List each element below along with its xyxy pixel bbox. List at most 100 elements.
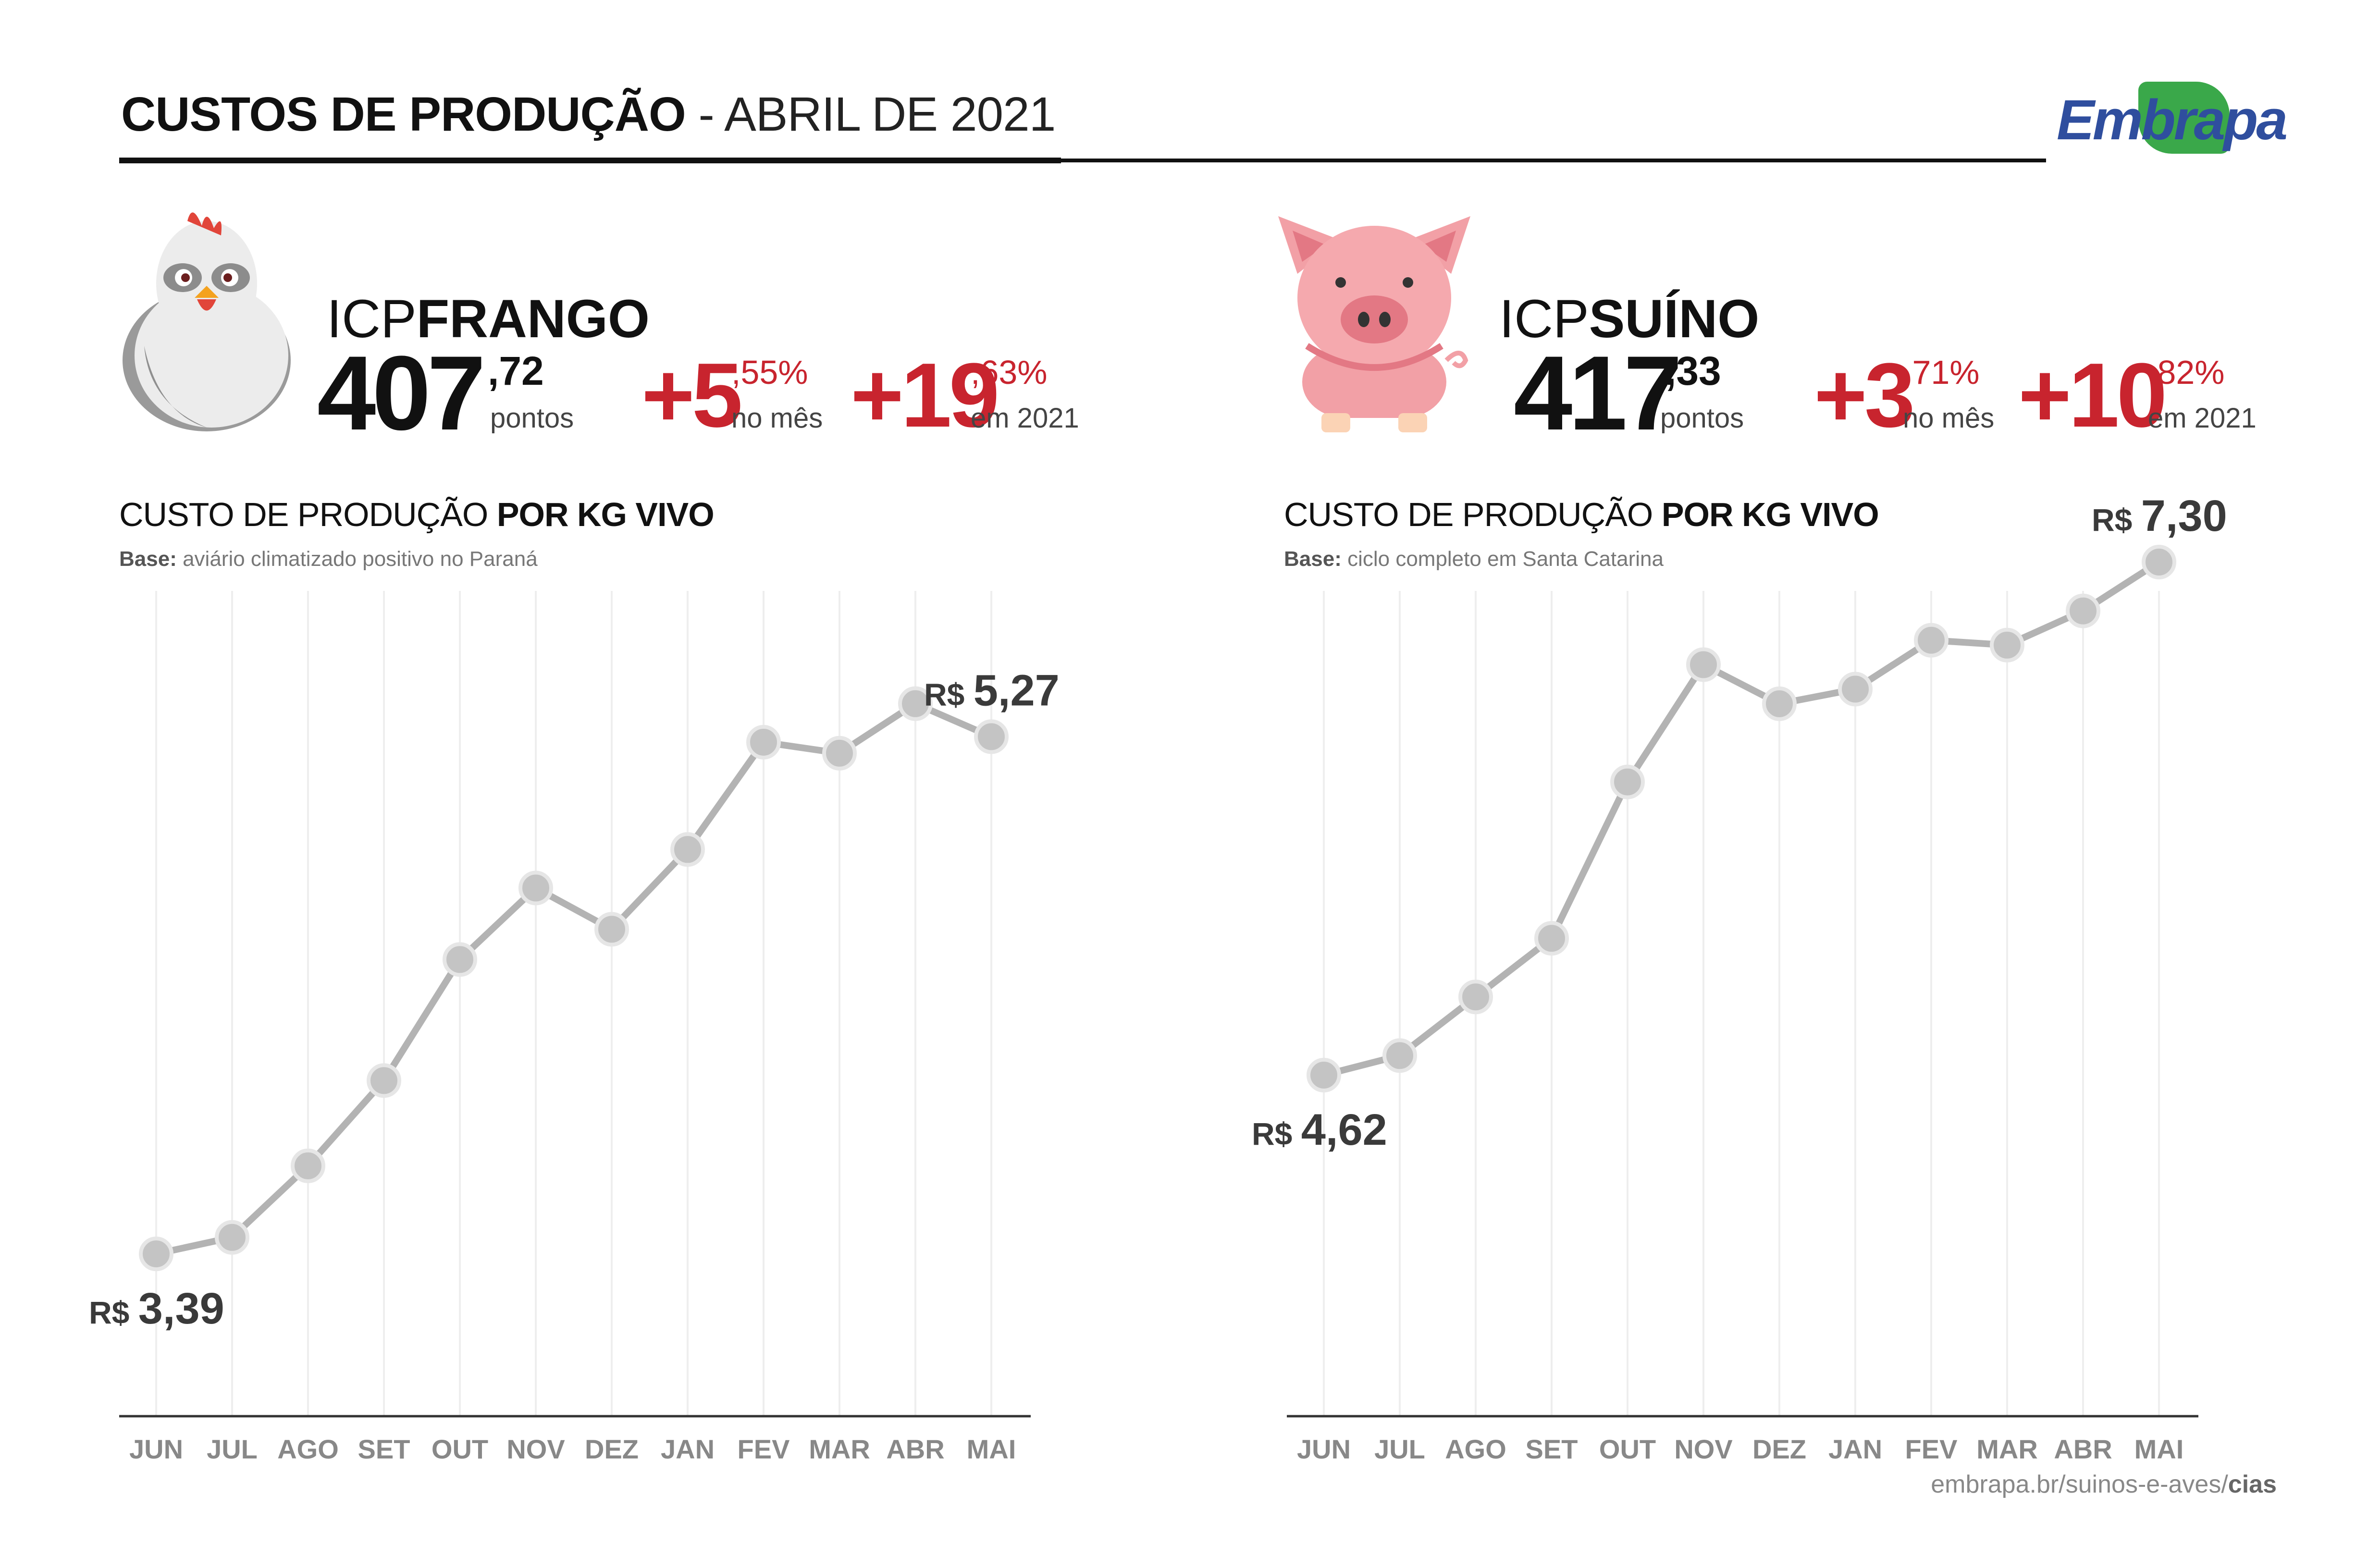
footer-url: embrapa.br/suinos-e-aves/cias — [1931, 1470, 2277, 1499]
icp-suino-value-int: 417 — [1514, 334, 1682, 452]
frango-month-change-label: no mês — [731, 403, 823, 434]
first-value-number: 4,62 — [1301, 1105, 1387, 1154]
data-point-fev — [746, 724, 781, 760]
suino-month-change-dec: ,71% — [1903, 354, 1980, 391]
embrapa-logo: Embrapa — [2057, 82, 2288, 163]
x-tick-label-dez: DEZ — [585, 1434, 639, 1464]
data-point-out — [1610, 764, 1645, 799]
suino-year-change-label: em 2021 — [2148, 403, 2257, 434]
frango-chart-base: Base: aviário climatizado positivo no Pa… — [119, 549, 538, 570]
page-title-bold: CUSTOS DE PRODUÇÃO — [121, 87, 686, 141]
first-value-prefix: R$ — [89, 1295, 138, 1330]
data-point-abr — [898, 686, 933, 721]
base-text: aviário climatizado positivo no Paraná — [176, 547, 538, 571]
base-label: Base: — [119, 547, 177, 571]
icp-suino-name: ICPSUÍNO — [1499, 292, 1759, 346]
x-tick-label-fev: FEV — [738, 1434, 790, 1464]
data-point-jun — [139, 1237, 173, 1272]
data-point-jan — [1838, 672, 1873, 707]
footer-url-pre: embrapa.br/suinos-e-aves/ — [1931, 1470, 2228, 1498]
base-text: ciclo completo em Santa Catarina — [1341, 547, 1664, 571]
frango-year-change-dec: ,63% — [971, 354, 1048, 391]
data-point-jan — [670, 832, 705, 867]
x-tick-label-out: OUT — [1599, 1434, 1656, 1464]
last-value-number: 5,27 — [974, 666, 1060, 715]
x-tick-label-jan: JAN — [1828, 1434, 1882, 1464]
data-point-dez — [594, 912, 629, 947]
suino-month-change-label: no mês — [1903, 403, 1995, 434]
footer-url-bold: cias — [2228, 1470, 2277, 1498]
chart-title-pre: CUSTO DE PRODUÇÃO — [119, 496, 497, 533]
data-point-out — [443, 942, 477, 977]
x-tick-label-jul: JUL — [207, 1434, 258, 1464]
suino-chart-base: Base: ciclo completo em Santa Catarina — [1284, 549, 1664, 570]
data-point-set — [367, 1063, 401, 1098]
data-point-mar — [822, 735, 857, 771]
last-value-prefix: R$ — [2092, 502, 2141, 538]
last-value-prefix: R$ — [924, 677, 974, 712]
frango-chart-title: CUSTO DE PRODUÇÃO POR KG VIVO — [119, 496, 715, 533]
icp-frango-value-unit: pontos — [490, 403, 574, 434]
suino-month-change-int: +3 — [1814, 344, 1915, 446]
chart-title-pre: CUSTO DE PRODUÇÃO — [1284, 496, 1662, 533]
data-point-jun — [1307, 1058, 1341, 1092]
icp-frango-name: ICPFRANGO — [327, 292, 650, 346]
chart-title-bold: POR KG VIVO — [1661, 496, 1879, 533]
x-tick-label-abr: ABR — [886, 1434, 944, 1464]
pig-icon — [1278, 216, 1470, 432]
x-tick-label-jun: JUN — [1297, 1434, 1351, 1464]
x-tick-label-mai: MAI — [2134, 1434, 2184, 1464]
icp-suino-value-unit: pontos — [1660, 403, 1744, 434]
data-point-ago — [1458, 980, 1493, 1015]
x-tick-label-abr: ABR — [2054, 1434, 2112, 1464]
data-point-jul — [215, 1220, 249, 1255]
icp-prefix: ICP — [1499, 289, 1589, 349]
x-tick-label-ago: AGO — [277, 1434, 339, 1464]
chart-title-bold: POR KG VIVO — [496, 496, 715, 533]
icp-frango-value-int: 407 — [317, 334, 486, 452]
first-value-prefix: R$ — [1252, 1116, 1301, 1152]
data-point-abr — [2066, 593, 2100, 628]
title-underline — [119, 158, 1061, 163]
x-tick-label-set: SET — [358, 1434, 410, 1464]
last-value-label: R$ 5,27 — [924, 666, 1060, 715]
icp-suino-value-dec: ,33 — [1665, 348, 1721, 393]
frango-year-change-label: em 2021 — [971, 403, 1079, 434]
series-line — [1320, 559, 2162, 1078]
x-tick-label-mar: MAR — [1976, 1434, 2038, 1464]
last-value-number: 7,30 — [2141, 491, 2227, 540]
x-tick-label-jul: JUL — [1374, 1434, 1425, 1464]
x-tick-label-jan: JAN — [661, 1434, 715, 1464]
x-tick-label-fev: FEV — [1905, 1434, 1958, 1464]
page-title-date: - ABRIL DE 2021 — [698, 87, 1056, 141]
icp-frango-value-dec: ,72 — [488, 348, 544, 393]
suino-year-change-dec: ,82% — [2148, 354, 2225, 391]
data-point-mai — [974, 719, 1009, 754]
last-value-label: R$ 7,30 — [2092, 491, 2227, 540]
frango-year-change-int: +19 — [851, 344, 999, 446]
suino-year-change-int: +10 — [2018, 344, 2167, 446]
icp-animal: FRANGO — [416, 289, 650, 349]
x-tick-label-mar: MAR — [809, 1434, 870, 1464]
data-point-mai — [2142, 545, 2176, 579]
icp-animal: SUÍNO — [1589, 289, 1760, 349]
suino-chart-group: JUN JUL AGO SET OUT NOV DEZ JAN FEV MAR ABR MAI R$ 4… — [1252, 491, 2227, 1464]
data-point-set — [1534, 921, 1569, 956]
x-tick-label-nov: NOV — [506, 1434, 565, 1464]
header-divider — [1061, 159, 2046, 162]
data-point-ago — [291, 1148, 325, 1183]
data-point-nov — [518, 870, 553, 906]
page-title: CUSTOS DE PRODUÇÃO - ABRIL DE 2021 — [121, 87, 1056, 141]
data-point-nov — [1686, 647, 1721, 682]
chicken-icon — [123, 212, 291, 431]
x-tick-label-ago: AGO — [1445, 1434, 1506, 1464]
frango-month-change-int: +5 — [641, 344, 743, 446]
first-value-label: R$ 3,39 — [89, 1284, 224, 1333]
first-value-label: R$ 4,62 — [1252, 1105, 1387, 1154]
data-point-jul — [1382, 1038, 1417, 1073]
suino-chart-title: CUSTO DE PRODUÇÃO POR KG VIVO — [1284, 498, 1879, 531]
logo-leaf-shape — [2138, 82, 2230, 154]
x-tick-label-set: SET — [1526, 1434, 1578, 1464]
x-tick-label-dez: DEZ — [1752, 1434, 1806, 1464]
